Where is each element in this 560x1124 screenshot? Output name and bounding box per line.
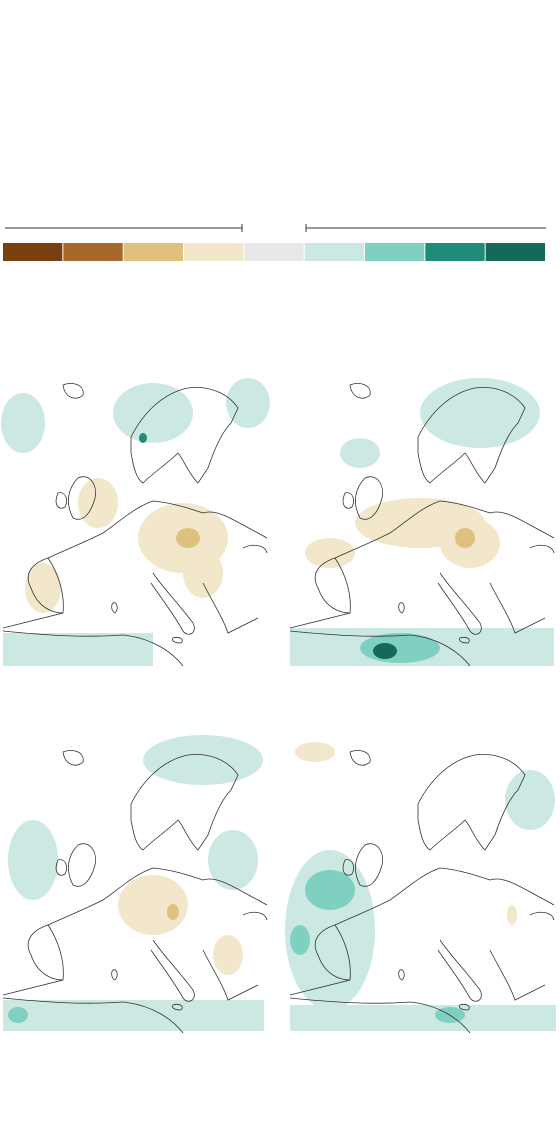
- anomaly-area: [78, 478, 118, 528]
- anomaly-area: [8, 820, 58, 900]
- legend-swatch: [63, 243, 123, 261]
- anomaly-area: [139, 433, 147, 443]
- anomaly-area: [176, 528, 200, 548]
- anomaly-area: [183, 548, 223, 598]
- anomaly-area: [167, 904, 179, 920]
- anomaly-area: [118, 875, 188, 935]
- legend-swatch: [304, 243, 364, 261]
- anomaly-area: [290, 1005, 556, 1031]
- legend-swatch: [244, 243, 304, 261]
- anomaly-area: [25, 563, 61, 613]
- anomaly-area: [3, 1000, 264, 1031]
- map-panel: [289, 378, 555, 667]
- map-panel: [1, 378, 270, 667]
- legend-swatch: [365, 243, 425, 261]
- legend-swatch: [3, 243, 63, 261]
- anomaly-area: [305, 870, 355, 910]
- legend-swatch: [184, 243, 244, 261]
- anomaly-area: [455, 528, 475, 548]
- legend-swatch: [123, 243, 183, 261]
- anomaly-area: [505, 770, 555, 830]
- anomaly-area: [208, 830, 258, 890]
- anomaly-area: [420, 378, 540, 448]
- anomaly-area: [1, 393, 45, 453]
- anomaly-area: [213, 935, 243, 975]
- anomaly-area: [360, 633, 440, 663]
- anomaly-area: [226, 378, 270, 428]
- legend-swatch: [425, 243, 485, 261]
- anomaly-area: [8, 1007, 28, 1023]
- map-panel: [285, 742, 556, 1034]
- anomaly-area: [295, 742, 335, 762]
- anomaly-area: [290, 925, 310, 955]
- anomaly-area: [340, 438, 380, 468]
- anomaly-area: [305, 538, 355, 568]
- legend: [3, 243, 545, 261]
- map-panel: [2, 735, 268, 1034]
- anomaly-area: [143, 735, 263, 785]
- anomaly-area: [373, 643, 397, 659]
- legend-swatch: [485, 243, 545, 261]
- anomaly-area: [3, 633, 153, 666]
- anomaly-area: [113, 383, 193, 443]
- anomaly-area: [507, 905, 517, 925]
